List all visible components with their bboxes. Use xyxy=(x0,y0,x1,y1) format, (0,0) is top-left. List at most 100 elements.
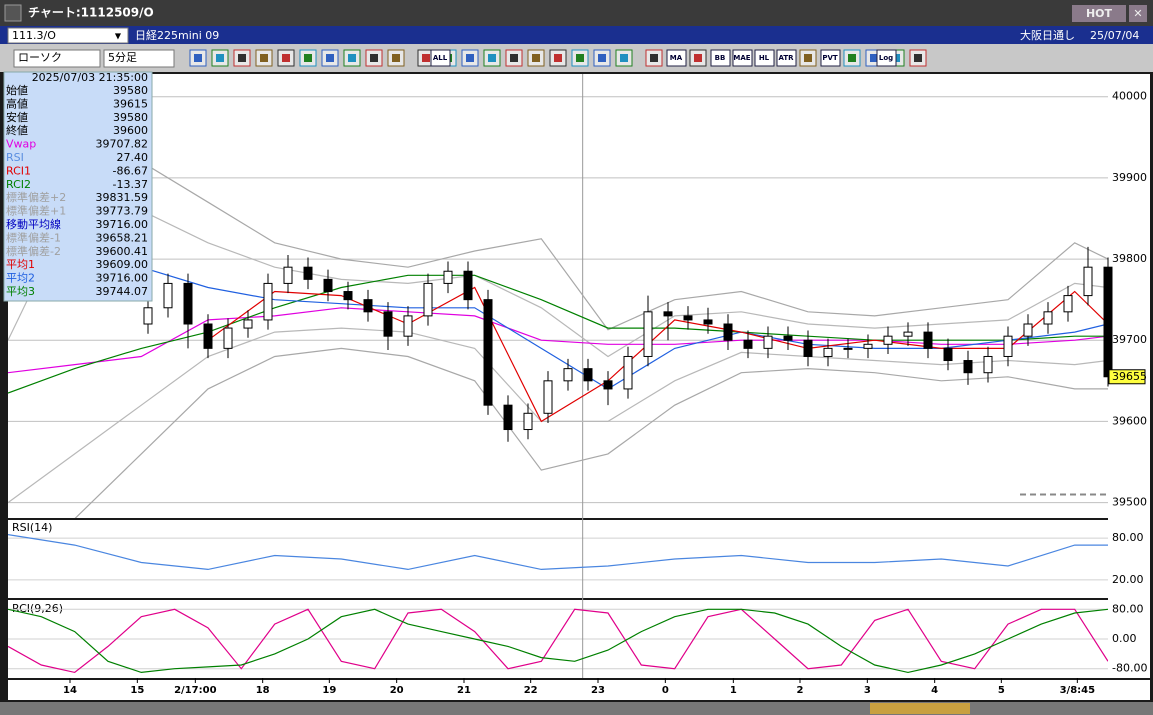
chart-type[interactable]: ローソク xyxy=(18,51,62,64)
interval[interactable]: 5分足 xyxy=(108,51,137,64)
candle-body xyxy=(323,278,333,293)
candle-body xyxy=(1103,266,1113,378)
x-tick-label: 1 xyxy=(730,685,737,696)
candle-body xyxy=(843,347,853,350)
tool-button xyxy=(666,49,687,67)
info-label: 始値 xyxy=(6,83,28,97)
time-axis xyxy=(8,680,1150,700)
info-datetime: 2025/07/03 21:35:00 xyxy=(32,71,148,84)
info-value: 27.40 xyxy=(117,151,149,164)
info-value: 39600.41 xyxy=(96,245,149,258)
y-tick-label: 40000 xyxy=(1112,90,1147,103)
indicator-line xyxy=(8,608,1108,674)
info-value: 39716.00 xyxy=(96,272,149,285)
tool-icon-glyph xyxy=(576,54,584,62)
tool-icon-glyph xyxy=(598,54,606,62)
tool-icon-glyph xyxy=(870,54,878,62)
candle-body xyxy=(403,315,413,337)
scroll-thumb[interactable] xyxy=(870,703,970,714)
candle-body xyxy=(383,311,393,337)
candle-body xyxy=(963,360,973,374)
hot-button[interactable] xyxy=(1072,5,1126,22)
info-value: 39580 xyxy=(113,84,148,97)
info-label: 高値 xyxy=(6,96,28,110)
x-tick-label: 0 xyxy=(662,685,669,696)
info-label: 標準偏差-1 xyxy=(6,230,61,244)
price-panel xyxy=(8,74,1108,518)
indicator-line xyxy=(8,327,1108,504)
tool-icon-glyph xyxy=(348,54,356,62)
tool-icon-glyph xyxy=(282,54,290,62)
indicator-line xyxy=(74,347,1108,518)
x-tick-label: 2 xyxy=(797,685,804,696)
info-value: 39615 xyxy=(113,97,148,110)
indicator-line xyxy=(8,608,1108,674)
candle-body xyxy=(783,335,793,341)
candle-body xyxy=(283,266,293,284)
candle-body xyxy=(743,339,753,349)
candle-body xyxy=(543,380,553,414)
x-tick-label: 21 xyxy=(457,685,471,696)
x-tick-label: 4 xyxy=(931,685,938,696)
candle-body xyxy=(863,343,873,349)
info-label: RSI xyxy=(6,151,24,164)
tool-icon-glyph xyxy=(194,54,202,62)
candle-body xyxy=(523,412,533,431)
info-label: RCI2 xyxy=(6,178,31,191)
candle-body xyxy=(443,270,453,284)
date: 25/07/04 xyxy=(1090,29,1139,42)
candle-body xyxy=(683,315,693,321)
symbol[interactable]: 111.3/O xyxy=(12,29,56,42)
last-price-box xyxy=(1108,369,1146,385)
dropdown-arrow[interactable]: ▼ xyxy=(115,32,122,41)
scrollbar[interactable] xyxy=(0,702,1153,715)
candle-body xyxy=(1083,266,1093,297)
info-value: 39831.59 xyxy=(96,191,149,204)
indicator-line xyxy=(8,152,1108,331)
tool-label: HL xyxy=(759,54,770,62)
info-label: Vwap xyxy=(6,138,36,151)
indicator-line xyxy=(8,226,1108,390)
tool-icon-glyph xyxy=(554,54,562,62)
candle-body xyxy=(983,355,993,374)
x-tick-label: 18 xyxy=(256,685,270,696)
interval-select[interactable] xyxy=(103,49,175,68)
tool-icon-glyph xyxy=(392,54,400,62)
close-button[interactable] xyxy=(1129,5,1147,22)
hot-label[interactable]: HOT xyxy=(1086,7,1113,20)
tool-label: PVT xyxy=(822,54,838,62)
tool-icon-glyph xyxy=(326,54,334,62)
y-tick-label: 0.00 xyxy=(1112,632,1137,645)
info-panel xyxy=(3,71,153,302)
tool-icon-glyph xyxy=(848,54,856,62)
symbol-select[interactable] xyxy=(7,27,129,44)
indicator-line xyxy=(8,201,1108,358)
y-tick-label: 39500 xyxy=(1112,496,1147,509)
close-icon[interactable]: ✕ xyxy=(1133,7,1142,20)
x-tick-label: 5 xyxy=(998,685,1005,696)
tool-label: ATR xyxy=(778,54,794,62)
y-tick-label: 39900 xyxy=(1112,171,1147,184)
info-label: 標準偏差+2 xyxy=(6,190,66,204)
info-label: RCI1 xyxy=(6,164,31,177)
info-label: 平均2 xyxy=(6,272,35,285)
tool-button xyxy=(732,49,753,67)
window-title: チャート:1112509/O xyxy=(28,6,154,20)
candle-body xyxy=(723,323,733,341)
candle-body xyxy=(1023,323,1033,337)
candle-body xyxy=(603,380,613,390)
candle-body xyxy=(463,270,473,301)
tool-icon-glyph xyxy=(370,54,378,62)
candle-body xyxy=(663,311,673,317)
info-value: 39716.00 xyxy=(96,218,149,231)
indicator-line xyxy=(8,274,1108,394)
candle-body xyxy=(423,282,433,317)
candle-body xyxy=(1063,295,1073,313)
indicator-line xyxy=(8,307,1108,374)
y-tick-label: 80.00 xyxy=(1112,531,1144,544)
indicator-line xyxy=(8,534,1108,571)
tool-button xyxy=(710,49,731,67)
chart-type-select[interactable] xyxy=(13,49,101,68)
tool-icon-glyph xyxy=(694,54,702,62)
